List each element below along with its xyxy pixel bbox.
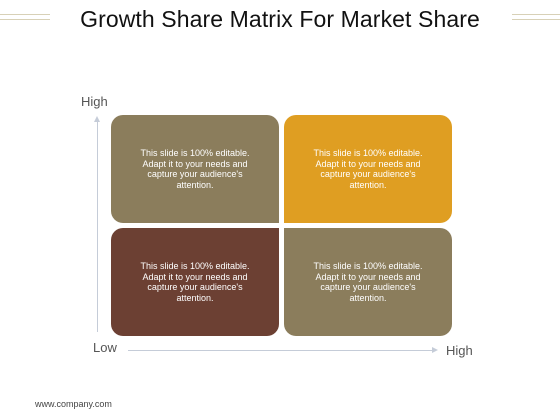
x-axis-arrow-icon xyxy=(432,347,438,353)
quadrant-bottom-left-text: This slide is 100% editable. Adapt it to… xyxy=(140,261,250,303)
quadrant-top-left-text: This slide is 100% editable. Adapt it to… xyxy=(140,148,250,190)
title-rule-left-bottom xyxy=(0,19,50,20)
x-axis-high-label: High xyxy=(446,343,473,358)
origin-low-label: Low xyxy=(93,340,117,355)
footer-url: www.company.com xyxy=(35,399,112,409)
quadrant-top-right-text: This slide is 100% editable. Adapt it to… xyxy=(313,148,423,190)
title-rule-left-top xyxy=(0,14,50,15)
title-bar: Growth Share Matrix For Market Share xyxy=(0,0,560,44)
x-axis-line xyxy=(128,350,432,351)
title-rule-right-top xyxy=(512,14,560,15)
quadrant-top-right: This slide is 100% editable. Adapt it to… xyxy=(284,115,452,223)
quadrant-bottom-left: This slide is 100% editable. Adapt it to… xyxy=(111,228,279,336)
quadrant-bottom-right: This slide is 100% editable. Adapt it to… xyxy=(284,228,452,336)
y-axis-high-label: High xyxy=(81,94,108,109)
y-axis-arrow-icon xyxy=(94,116,100,122)
y-axis-line xyxy=(97,120,98,332)
title-rule-right-bottom xyxy=(512,19,560,20)
slide-title: Growth Share Matrix For Market Share xyxy=(80,6,480,32)
quadrant-top-left: This slide is 100% editable. Adapt it to… xyxy=(111,115,279,223)
quadrant-bottom-right-text: This slide is 100% editable. Adapt it to… xyxy=(313,261,423,303)
